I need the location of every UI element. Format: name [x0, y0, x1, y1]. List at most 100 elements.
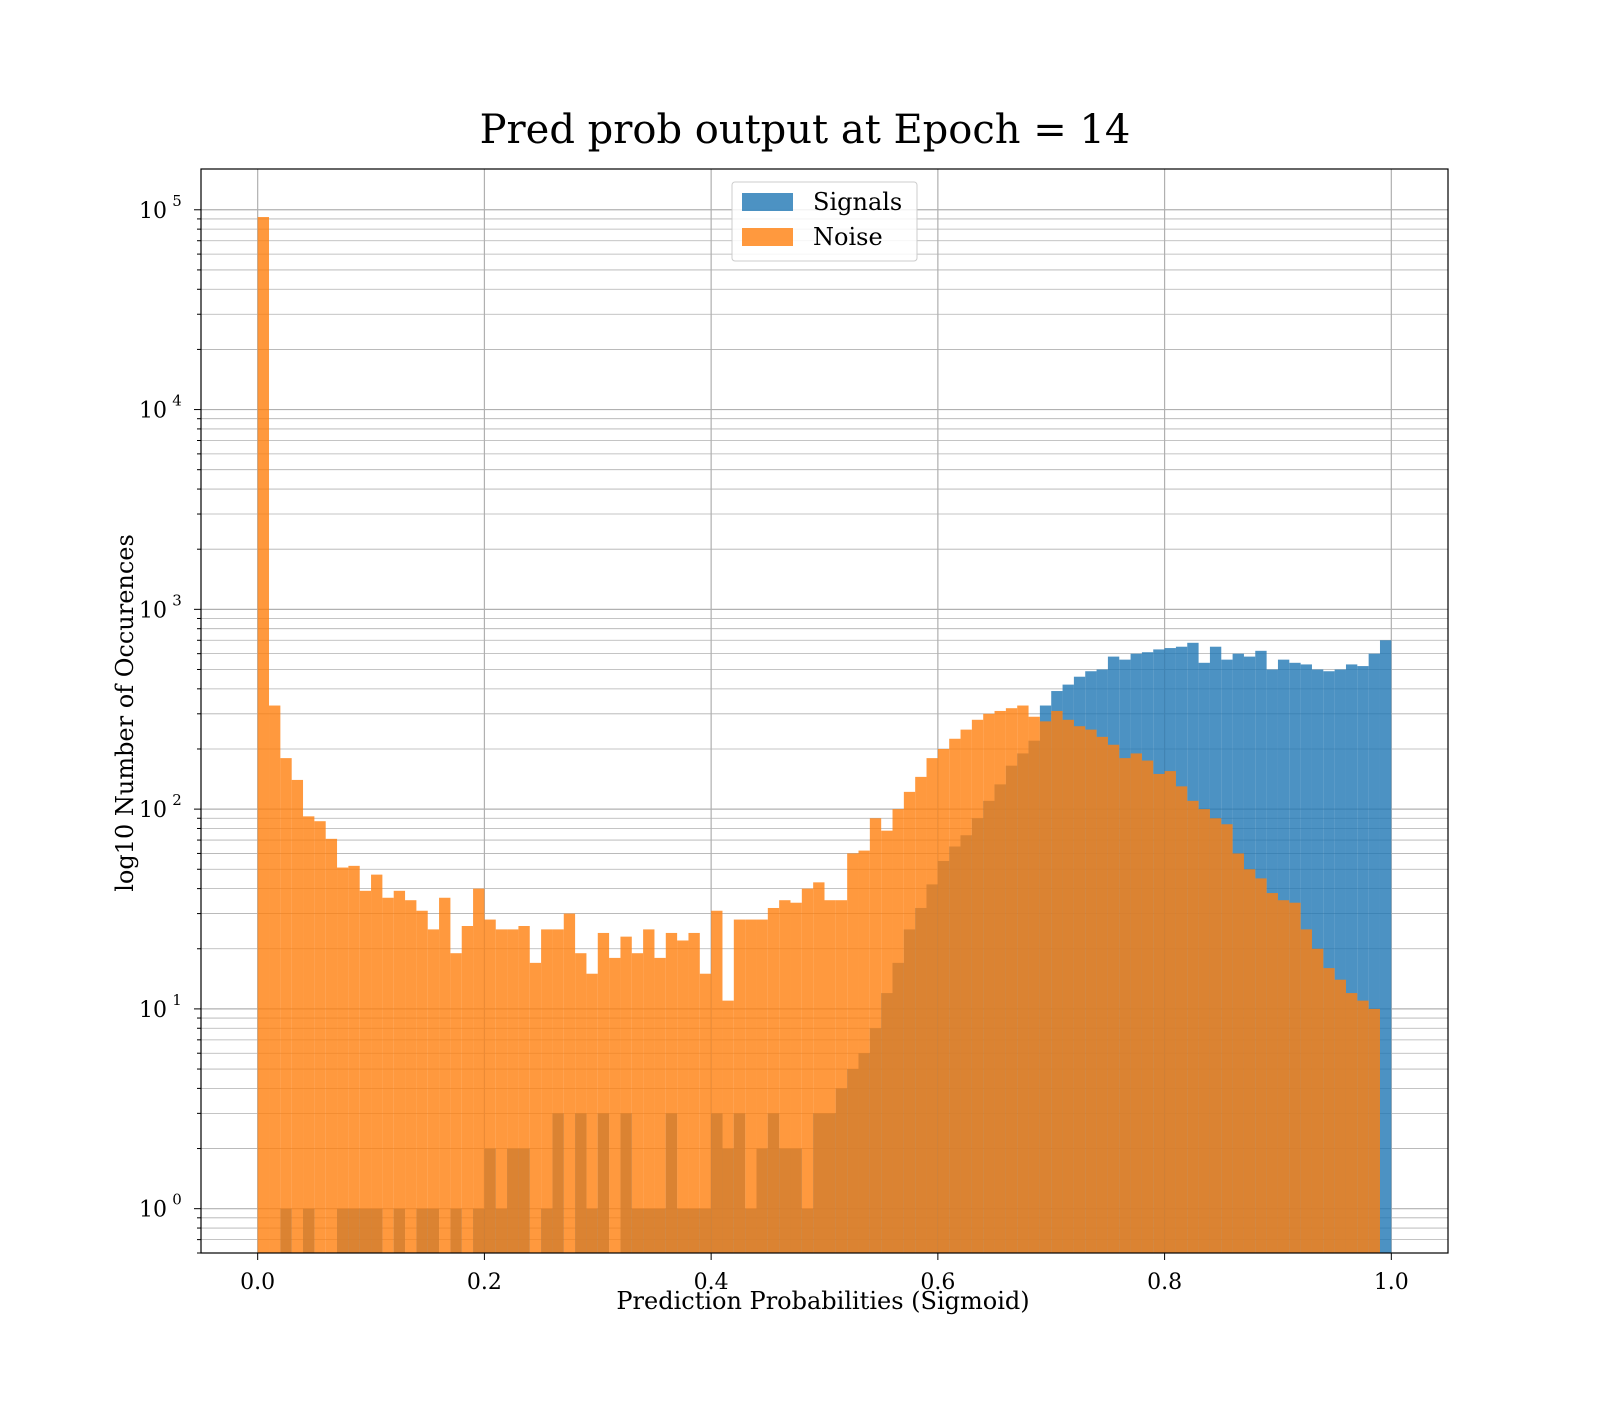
- bar-noise: [767, 907, 780, 1253]
- bar-noise: [348, 865, 360, 1253]
- bar-noise: [1130, 753, 1142, 1253]
- bar-noise: [1345, 993, 1358, 1253]
- bar-noise: [1266, 893, 1278, 1253]
- bar-noise: [903, 791, 916, 1253]
- bar-noise: [416, 910, 428, 1253]
- bar-noise: [869, 818, 882, 1253]
- bar-noise: [495, 929, 508, 1253]
- bar-noise: [597, 932, 610, 1253]
- axes-frame: [200, 168, 1449, 1254]
- bar-noise: [450, 953, 462, 1253]
- bar-noise: [1141, 760, 1154, 1253]
- bar-noise: [325, 838, 338, 1253]
- bar-noise: [337, 867, 349, 1253]
- bar-noise: [427, 929, 440, 1253]
- legend: Signals Noise: [731, 181, 918, 262]
- bar-noise: [813, 882, 825, 1253]
- bar-noise: [609, 957, 621, 1253]
- y-tick-label: 10: [139, 1198, 167, 1223]
- bar-noise: [847, 853, 859, 1253]
- bar-noise: [994, 710, 1006, 1253]
- bar-noise: [291, 779, 304, 1253]
- bar-noise: [507, 929, 519, 1253]
- bar-noise: [790, 902, 802, 1253]
- bar-noise: [801, 888, 814, 1253]
- y-axis-label: log10 Number of Occurences: [111, 534, 139, 892]
- bar-noise: [1096, 736, 1108, 1253]
- x-tick-label: 0.4: [694, 1270, 729, 1295]
- y-tick-label-exponent: 5: [172, 192, 182, 210]
- bar-noise: [643, 929, 655, 1253]
- bar-noise: [983, 713, 995, 1253]
- y-tick-label-exponent: 4: [172, 392, 182, 410]
- x-axis-label: Prediction Probabilities (Sigmoid): [616, 1287, 1029, 1315]
- bar-noise: [892, 809, 904, 1253]
- bar-noise: [949, 738, 961, 1253]
- y-tick-label: 10: [139, 998, 167, 1023]
- ticks-layer: 0.0 0.2 0.4 0.6 0.8 1.0 10 0 10 1 10 2 10 3 10 4 10 5: [139, 192, 1409, 1295]
- bar-noise: [1323, 968, 1335, 1253]
- bar-noise: [665, 932, 678, 1253]
- bar-noise: [881, 830, 893, 1253]
- bar-noise: [631, 953, 644, 1253]
- bar-noise: [1243, 869, 1256, 1253]
- legend-label-noise: Noise: [813, 223, 883, 251]
- bar-noise: [1232, 853, 1244, 1253]
- bar-noise: [699, 973, 712, 1253]
- bar-noise: [314, 821, 326, 1253]
- bar-signals: [1334, 669, 1346, 1253]
- bar-noise: [937, 748, 950, 1253]
- legend-swatch-noise: [742, 228, 793, 246]
- bar-noise: [541, 929, 553, 1253]
- bar-noise: [473, 888, 485, 1253]
- bar-noise: [280, 758, 292, 1253]
- bar-noise: [620, 936, 632, 1253]
- bar-noise: [1357, 1000, 1369, 1253]
- bar-noise: [563, 913, 576, 1253]
- bar-noise: [1187, 800, 1199, 1253]
- bar-noise: [1153, 773, 1165, 1253]
- bar-noise: [1039, 721, 1052, 1253]
- bar-noise: [1255, 878, 1267, 1253]
- bar-signals: [1357, 666, 1369, 1253]
- bar-signals: [1379, 640, 1392, 1253]
- bar-noise: [915, 776, 927, 1253]
- bar-noise: [1073, 726, 1086, 1253]
- y-tick-label: 10: [139, 598, 167, 623]
- bar-noise: [1300, 929, 1312, 1253]
- legend-label-signals: Signals: [813, 188, 902, 216]
- y-tick-label: 10: [139, 399, 167, 424]
- bar-noise: [835, 900, 848, 1253]
- x-tick-label: 0.0: [240, 1270, 275, 1295]
- bar-noise: [518, 925, 530, 1253]
- bar-noise: [1175, 786, 1188, 1253]
- x-tick-label: 1.0: [1374, 1270, 1409, 1295]
- bar-noise: [1221, 824, 1233, 1253]
- bar-noise: [926, 758, 938, 1253]
- y-tick-label: 10: [139, 798, 167, 823]
- bar-noise: [552, 929, 564, 1253]
- y-tick-label-exponent: 3: [172, 591, 182, 609]
- bar-noise: [1198, 809, 1210, 1253]
- bar-noise: [756, 919, 768, 1253]
- bar-noise: [1334, 979, 1346, 1253]
- bar-noise: [711, 910, 723, 1253]
- bar-noise: [677, 940, 689, 1253]
- bars-layer: [257, 217, 1392, 1253]
- bar-noise: [1028, 716, 1040, 1253]
- bar-noise: [654, 957, 666, 1253]
- bar-signals: [1345, 664, 1358, 1253]
- bar-noise: [1062, 719, 1074, 1253]
- y-tick-label-exponent: 1: [172, 991, 182, 1009]
- bar-noise: [257, 217, 270, 1253]
- bar-noise: [269, 705, 281, 1253]
- bar-noise: [733, 919, 746, 1253]
- bar-noise: [722, 1000, 734, 1253]
- legend-swatch-signals: [742, 193, 793, 211]
- x-tick-label: 0.2: [467, 1270, 502, 1295]
- bar-noise: [461, 925, 474, 1253]
- bar-signals: [1323, 671, 1335, 1253]
- bar-noise: [1209, 818, 1222, 1253]
- bar-noise: [960, 729, 972, 1253]
